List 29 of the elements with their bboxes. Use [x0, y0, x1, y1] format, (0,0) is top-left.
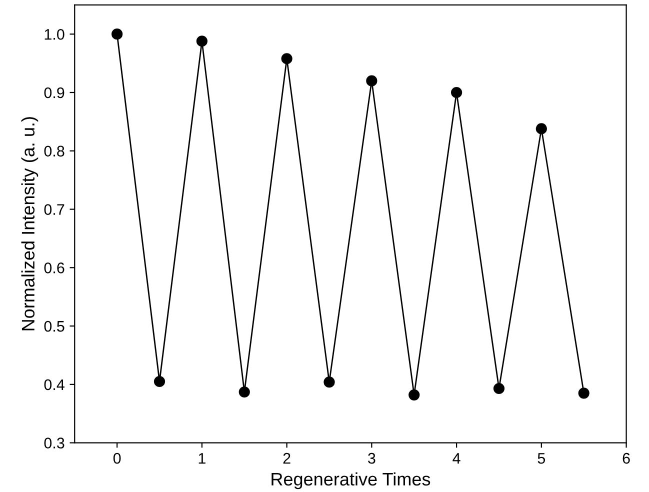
y-tick-label: 0.3 [44, 438, 64, 448]
x-tick-label: 0 [113, 452, 121, 464]
y-tick-label: 0.6 [44, 262, 64, 274]
point [536, 123, 547, 134]
y-tick-label: 0.5 [44, 320, 64, 332]
y-tick-label: 0.4 [44, 379, 64, 390]
point [324, 376, 335, 388]
point [408, 389, 420, 400]
point [238, 386, 250, 398]
y-tick-label: 1.0 [44, 28, 64, 40]
x-tick-label: 2 [283, 452, 290, 464]
x-tick-label: 1 [198, 453, 206, 464]
y-tick-label: 0.8 [44, 146, 64, 157]
x-axis-title: Regenerative Times [272, 472, 430, 490]
point [154, 376, 166, 388]
point [493, 382, 505, 394]
y-tick-label: 0.7 [44, 204, 64, 215]
x-tick-label: 3 [368, 452, 376, 464]
point [366, 75, 378, 86]
point [450, 86, 462, 98]
y-tick-label: 0.9 [44, 87, 64, 98]
x-tick-label: 6 [622, 452, 630, 464]
y-axis-title: Normalized Intensity (a. u.) [21, 117, 38, 330]
x-tick-label: 5 [538, 453, 546, 464]
point [112, 28, 123, 40]
point [578, 388, 590, 399]
x-tick-label: 4 [452, 453, 460, 464]
point [196, 36, 208, 47]
point [281, 53, 292, 64]
